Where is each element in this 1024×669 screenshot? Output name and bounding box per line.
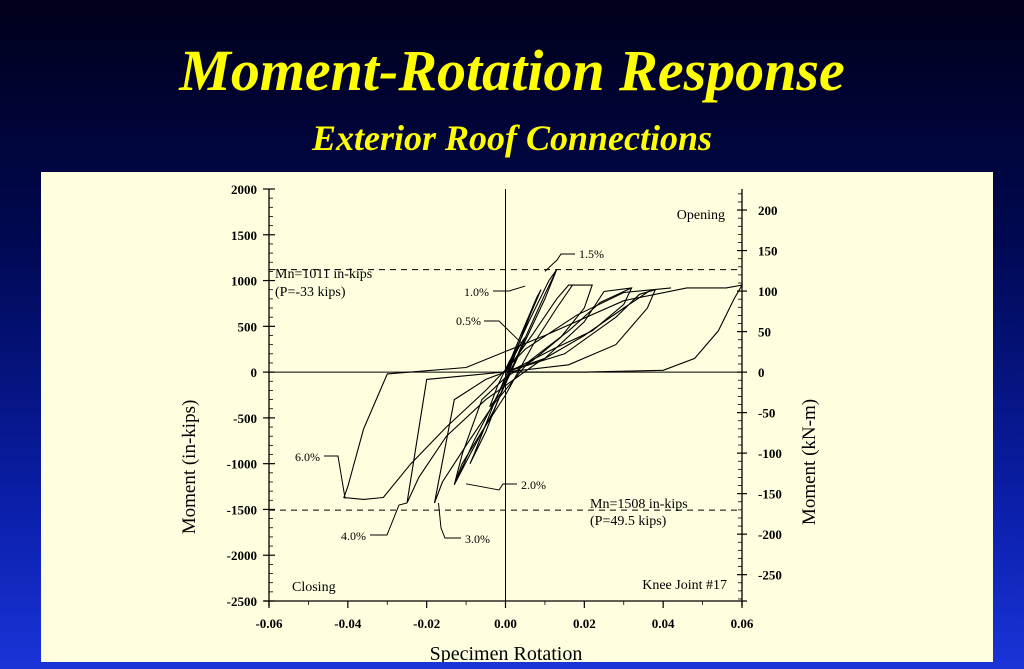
x-tick-label: 0.04: [652, 616, 675, 631]
cycle-leader-line: [493, 285, 526, 292]
opening-label: Opening: [677, 208, 725, 223]
mn-pos-line2: (P=-33 kips): [275, 285, 346, 300]
y-tick-label: 2000: [231, 182, 257, 197]
y2-tick-label: -200: [758, 527, 782, 542]
y-tick-label: 1000: [231, 274, 257, 289]
cycle-label: 1.5%: [579, 247, 604, 261]
x-tick-label: 0.00: [494, 616, 517, 631]
cycle-label: 0.5%: [456, 314, 481, 328]
y2-tick-label: 50: [758, 325, 771, 340]
x-tick-label: -0.02: [413, 616, 440, 631]
x-tick-label: 0.02: [573, 616, 596, 631]
hysteresis-series-4: [453, 284, 593, 485]
y2-tick-label: 0: [758, 365, 765, 380]
y2-tick-label: -150: [758, 487, 782, 502]
x-tick-label: 0.06: [731, 616, 754, 631]
cycle-leader-line: [324, 455, 346, 499]
y2-tick-label: 150: [758, 244, 778, 259]
y-tick-label: -2000: [227, 548, 257, 563]
cycle-leader-line: [465, 483, 517, 491]
cycle-leader-line: [484, 320, 522, 344]
slide-title: Moment-Rotation Response: [179, 38, 845, 103]
hysteresis-series-7: [343, 284, 744, 500]
slide-subtitle: Exterior Roof Connections: [311, 118, 713, 158]
hysteresis-series-6: [406, 288, 657, 504]
moment-rotation-chart: 2000150010005000-500-1000-1500-2000-2500…: [179, 182, 820, 662]
closing-label: Closing: [292, 580, 336, 595]
hysteresis-series-5: [433, 287, 633, 504]
hysteresis-loops: [343, 269, 744, 504]
y-axis-label: Moment (in-kips): [179, 400, 200, 535]
cycle-label: 2.0%: [521, 478, 546, 492]
y-tick-label: 1500: [231, 228, 257, 243]
cycle-label: 3.0%: [465, 532, 490, 546]
y-tick-label: -2500: [227, 594, 257, 609]
mn-pos-line1: Mn=1011 in-kips: [275, 267, 372, 282]
y2-tick-label: -100: [758, 446, 782, 461]
x-axis-label: Specimen Rotation: [430, 643, 583, 662]
y-tick-label: -1500: [227, 502, 257, 517]
y2-tick-label: -250: [758, 568, 782, 583]
y-tick-label: -1000: [227, 457, 257, 472]
chart-panel: 2000 1500 1000 500 0 -500 -1000 -1500 -2000 -2500…: [41, 172, 993, 662]
y2-tick-label: 200: [758, 203, 778, 218]
chart-ticks: 2000150010005000-500-1000-1500-2000-2500…: [227, 182, 782, 631]
cycle-label: 1.0%: [464, 285, 489, 299]
x-tick-label: -0.06: [255, 616, 283, 631]
y2-axis-label: Moment (kN-m): [799, 399, 820, 525]
x-tick-label: -0.04: [334, 616, 362, 631]
specimen-label: Knee Joint #17: [642, 578, 727, 593]
chart-annotations: 0.5% 1.0% 1.5% 2.0% 3.0% 4.0% 6.0%: [269, 247, 742, 546]
chart-axes: [264, 189, 747, 606]
cycle-leader-line: [370, 502, 408, 536]
hysteresis-series-3: [453, 269, 558, 485]
cycle-label: 4.0%: [341, 529, 366, 543]
mn-neg-line2: (P=49.5 kips): [590, 514, 667, 529]
cycle-leader-line: [437, 502, 461, 539]
y2-tick-label: 100: [758, 284, 778, 299]
cycle-label: 6.0%: [295, 450, 320, 464]
y-tick-label: 500: [238, 319, 258, 334]
cycle-leader-line: [544, 253, 575, 272]
y2-tick-label: -50: [758, 406, 775, 421]
y-tick-label: 0: [251, 365, 258, 380]
y-tick-label: -500: [233, 411, 257, 426]
mn-neg-line1: Mn=1508 in-kips: [590, 497, 688, 512]
